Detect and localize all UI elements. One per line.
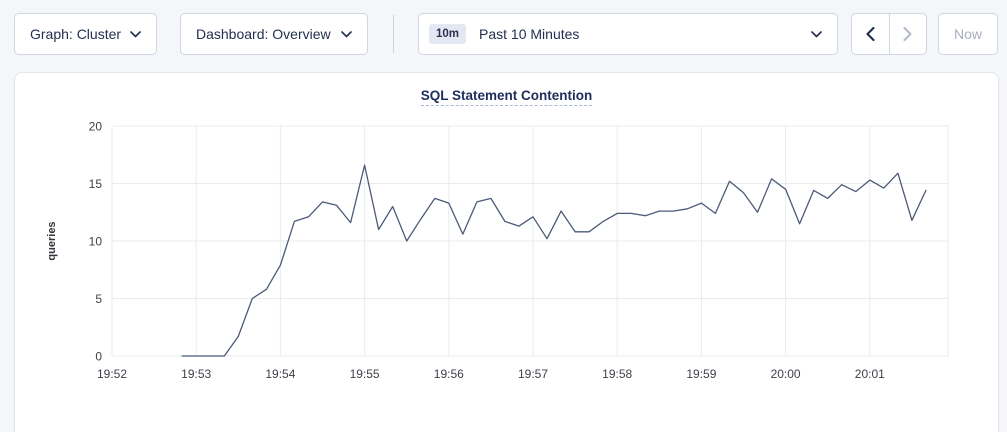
svg-text:15: 15 [89,177,103,191]
chevron-down-icon [130,30,141,37]
svg-text:10: 10 [89,235,103,249]
time-range-dropdown[interactable]: 10m Past 10 Minutes [418,13,838,55]
chevron-down-icon [341,30,352,37]
prev-time-button[interactable] [852,14,889,54]
svg-text:19:55: 19:55 [350,367,380,381]
graph-dropdown-label: Graph: Cluster [30,26,122,42]
svg-text:queries: queries [46,221,58,260]
chart-title[interactable]: SQL Statement Contention [420,88,593,106]
svg-text:5: 5 [95,292,102,306]
svg-text:19:58: 19:58 [602,367,632,381]
dashboard-dropdown[interactable]: Dashboard: Overview [180,13,368,55]
chart-title-row: SQL Statement Contention [15,73,998,106]
next-time-button[interactable] [888,14,927,54]
chevron-right-icon [903,27,912,41]
sql-contention-chart: 0 5 10 15 20 19:52 19:53 19:54 19:55 19:56 19:57 19… [46,120,949,381]
toolbar: Graph: Cluster Dashboard: Overview 10m P… [0,0,1007,55]
svg-text:19:54: 19:54 [265,367,295,381]
time-range-label: Past 10 Minutes [479,26,580,42]
svg-text:20: 20 [89,120,103,134]
svg-text:19:52: 19:52 [97,367,127,381]
chevron-left-icon [866,27,875,41]
graph-dropdown[interactable]: Graph: Cluster [14,13,157,55]
svg-text:20:00: 20:00 [771,367,801,381]
toolbar-divider [393,15,394,53]
time-nav-group [851,13,927,55]
svg-text:20:01: 20:01 [855,367,885,381]
svg-text:19:57: 19:57 [518,367,548,381]
now-button[interactable]: Now [938,13,998,55]
time-window-badge: 10m [429,24,467,44]
dashboard-dropdown-label: Dashboard: Overview [196,26,331,42]
svg-text:19:59: 19:59 [686,367,716,381]
chart-card: SQL Statement Contention 0 5 10 15 20 19:52 19… [14,72,999,432]
svg-text:19:56: 19:56 [434,367,464,381]
svg-text:0: 0 [95,350,102,364]
svg-text:19:53: 19:53 [181,367,211,381]
chevron-down-icon [811,30,822,37]
now-button-label: Now [953,26,982,42]
